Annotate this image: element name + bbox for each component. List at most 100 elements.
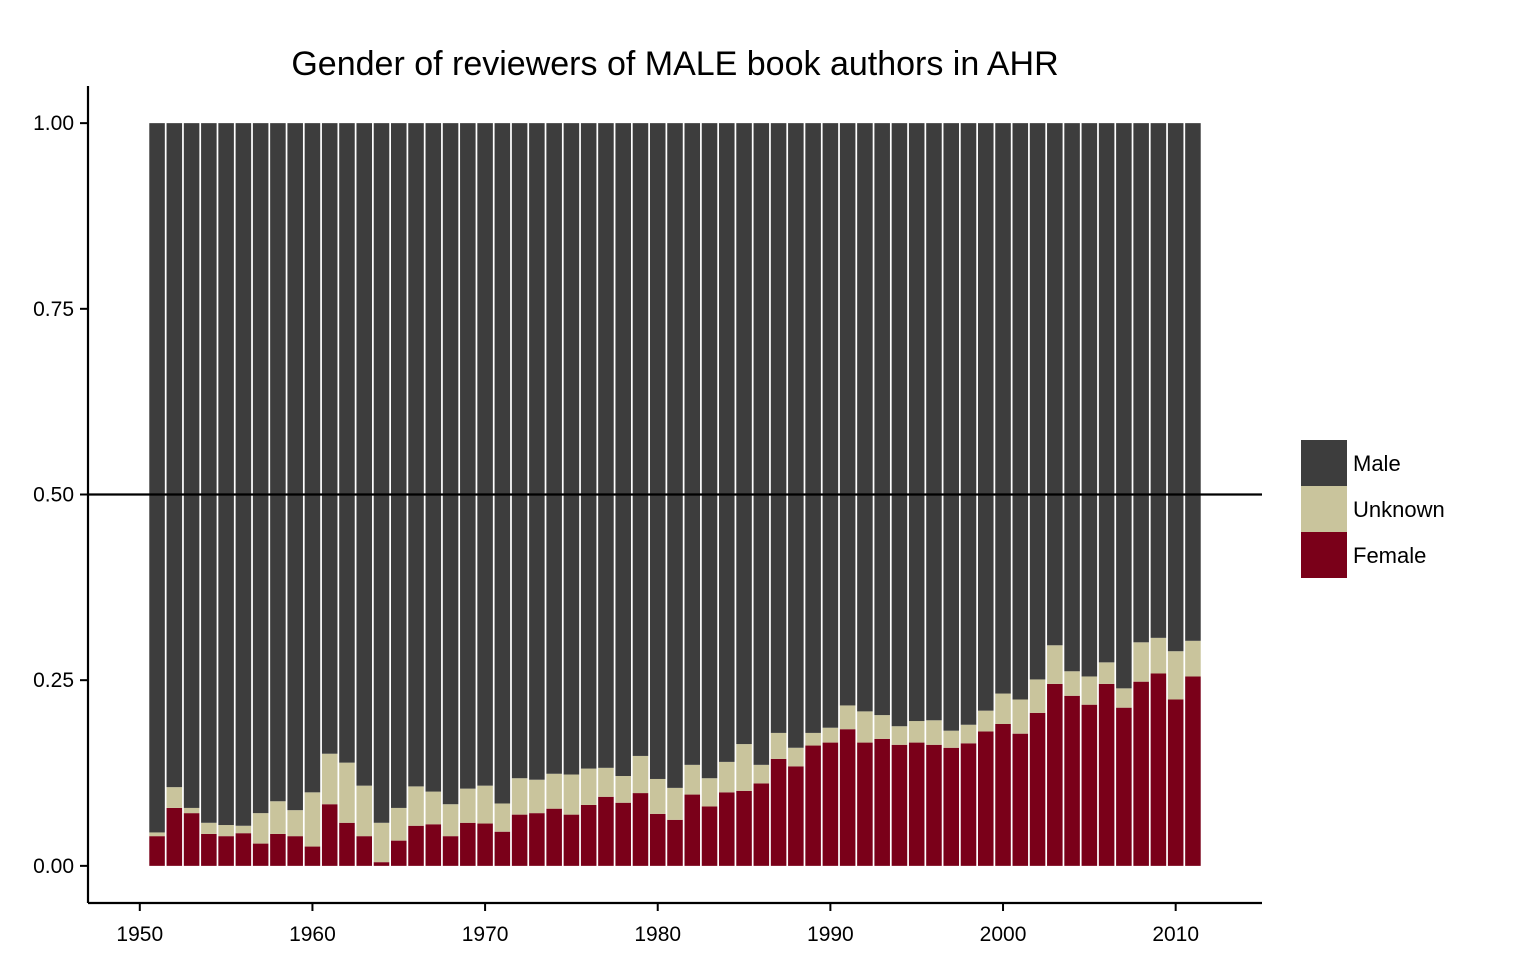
bar-unknown-1951 (149, 832, 165, 837)
bar-male-1965 (391, 123, 407, 808)
bar-male-1962 (339, 123, 355, 763)
bar-female-1993 (874, 738, 890, 866)
bar-male-2005 (1081, 123, 1098, 677)
bar-female-2002 (1029, 712, 1046, 866)
bar-male-1968 (442, 123, 459, 805)
bar-female-1952 (166, 807, 183, 866)
bar-unknown-1999 (978, 710, 994, 732)
bar-unknown-1960 (304, 792, 321, 847)
bar-male-1998 (960, 123, 977, 725)
bar-male-2000 (995, 123, 1011, 694)
bar-female-2008 (1133, 681, 1149, 866)
bar-unknown-1990 (822, 727, 839, 743)
bar-female-2010 (1167, 699, 1184, 866)
bar-unknown-2008 (1133, 642, 1149, 682)
bar-male-1989 (805, 123, 821, 733)
bar-female-1982 (684, 794, 701, 866)
bar-female-1998 (960, 743, 977, 866)
bar-male-1990 (822, 123, 839, 728)
bar-male-2002 (1029, 123, 1046, 680)
bar-male-1956 (235, 123, 252, 826)
bar-female-1990 (822, 742, 839, 866)
bar-female-1977 (598, 796, 614, 866)
bar-male-2009 (1150, 123, 1167, 638)
bar-male-1970 (477, 123, 493, 786)
bar-female-1976 (580, 804, 597, 866)
bar-female-2007 (1116, 707, 1132, 866)
bar-unknown-2003 (1047, 645, 1063, 684)
bar-female-1965 (391, 840, 407, 866)
bar-male-1981 (667, 123, 683, 788)
bar-female-1984 (719, 792, 735, 866)
legend-label-unknown: Unknown (1353, 497, 1445, 522)
bar-unknown-1980 (649, 778, 666, 814)
bar-male-1996 (926, 123, 942, 721)
bar-unknown-1966 (408, 786, 424, 826)
bar-male-1961 (321, 123, 338, 754)
bar-female-1963 (356, 836, 373, 866)
bar-male-1975 (563, 123, 580, 775)
bar-female-1996 (926, 744, 942, 866)
bar-unknown-1972 (511, 778, 528, 815)
bar-female-2005 (1081, 704, 1098, 866)
x-tick-label: 1980 (634, 923, 681, 946)
bar-male-1959 (287, 123, 303, 811)
bar-unknown-1987 (770, 732, 787, 759)
y-tick-label: 0.75 (33, 298, 74, 321)
bar-unknown-1976 (580, 768, 597, 805)
bar-male-1964 (373, 123, 390, 823)
bar-unknown-1967 (425, 791, 442, 825)
bar-male-1963 (356, 123, 373, 786)
bar-unknown-1985 (736, 744, 752, 791)
bar-unknown-1997 (943, 730, 960, 748)
bar-female-1973 (529, 813, 545, 866)
bar-male-1997 (943, 123, 960, 731)
bar-female-1962 (339, 822, 355, 866)
bar-unknown-1998 (960, 724, 977, 744)
bar-male-1992 (857, 123, 873, 712)
bar-unknown-1965 (391, 807, 407, 841)
bar-female-1957 (252, 843, 269, 866)
bar-unknown-1991 (839, 705, 856, 730)
bar-unknown-2000 (995, 693, 1011, 724)
bar-male-2007 (1116, 123, 1132, 689)
bar-male-2011 (1185, 123, 1201, 641)
bar-unknown-1992 (857, 711, 873, 743)
bar-unknown-1964 (373, 822, 390, 863)
bar-female-1979 (632, 793, 649, 866)
bar-male-1952 (166, 123, 183, 788)
bar-female-1953 (183, 813, 200, 866)
bar-unknown-1979 (632, 755, 649, 794)
y-tick-label: 1.00 (33, 112, 74, 135)
bar-unknown-1970 (477, 785, 493, 824)
bar-unknown-1954 (201, 822, 217, 834)
bar-male-1980 (649, 123, 666, 779)
bar-male-1957 (252, 123, 269, 814)
bar-male-2003 (1047, 123, 1063, 646)
bar-male-1973 (529, 123, 545, 780)
bar-female-1958 (270, 833, 286, 866)
y-tick-label: 0.50 (33, 484, 74, 507)
bar-female-1954 (201, 833, 217, 866)
bar-unknown-1957 (252, 813, 269, 844)
y-tick-label: 0.25 (33, 669, 74, 692)
bar-female-1967 (425, 824, 442, 866)
bar-unknown-1981 (667, 787, 683, 820)
bar-female-1951 (149, 836, 165, 866)
bar-unknown-2011 (1185, 640, 1201, 677)
bar-unknown-1995 (908, 721, 925, 743)
bar-unknown-1989 (805, 732, 821, 746)
bar-male-1969 (460, 123, 476, 789)
legend-swatch-female (1301, 532, 1347, 578)
bar-male-1987 (770, 123, 787, 733)
bar-male-1986 (753, 123, 770, 765)
bar-male-1985 (736, 123, 752, 745)
bar-male-1983 (701, 123, 718, 779)
bar-unknown-1958 (270, 801, 286, 834)
bar-female-1980 (649, 813, 666, 866)
bar-male-1994 (891, 123, 908, 727)
legend-label-female: Female (1353, 543, 1426, 568)
bar-unknown-1952 (166, 787, 183, 808)
bar-male-1988 (788, 123, 804, 748)
